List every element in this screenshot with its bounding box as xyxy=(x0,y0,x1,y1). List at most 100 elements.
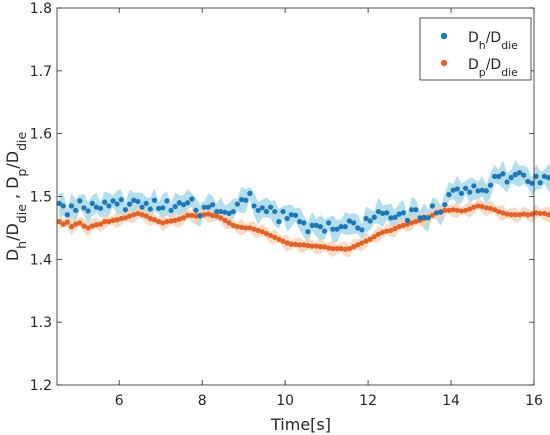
point-dp xyxy=(375,231,382,237)
x-axis-title: Time[s] xyxy=(270,415,331,434)
point-dh xyxy=(409,207,415,213)
band-dp xyxy=(59,197,550,258)
point-dh xyxy=(454,186,460,192)
point-dp xyxy=(172,217,178,223)
point-dh xyxy=(516,170,523,176)
point-dp xyxy=(309,243,315,249)
point-dp xyxy=(317,244,323,250)
data-points xyxy=(56,170,550,252)
point-dp xyxy=(467,206,473,212)
point-dh xyxy=(77,198,83,204)
point-dp xyxy=(147,215,153,222)
point-dh xyxy=(417,215,423,221)
point-dh xyxy=(442,202,448,208)
plot-area xyxy=(56,160,550,258)
point-dh xyxy=(168,207,174,213)
point-dh xyxy=(73,207,79,213)
point-dh xyxy=(363,215,369,222)
point-dp xyxy=(263,230,270,237)
y-tick-label: 1.2 xyxy=(30,378,52,394)
point-dp xyxy=(400,222,406,228)
y-axis-ticks: 1.2 1.3 1.4 1.5 1.6 1.7 1.8 xyxy=(30,1,534,394)
point-dp xyxy=(60,221,66,227)
point-dh xyxy=(243,197,249,203)
legend[interactable]: Dh/Ddie Dp/Ddie xyxy=(419,17,532,81)
point-dh xyxy=(156,205,162,212)
point-dh xyxy=(185,200,191,206)
x-tick-label: 8 xyxy=(198,393,207,409)
point-dh xyxy=(400,210,406,216)
legend-marker-dh xyxy=(440,32,448,40)
point-dp xyxy=(284,240,290,246)
point-dh xyxy=(197,213,203,219)
point-dp xyxy=(110,217,116,223)
point-dp xyxy=(516,212,523,218)
point-dh xyxy=(512,171,518,178)
point-dh xyxy=(492,173,498,179)
point-dp xyxy=(122,215,129,221)
point-dp xyxy=(313,243,319,249)
point-dh xyxy=(496,173,502,179)
point-dp xyxy=(346,246,353,252)
point-dp xyxy=(114,217,120,223)
point-dh xyxy=(143,200,149,207)
point-dp xyxy=(371,234,377,240)
point-dp xyxy=(338,246,344,252)
point-dh xyxy=(288,212,294,218)
point-dp xyxy=(85,225,91,231)
point-dp xyxy=(156,219,162,225)
point-dp xyxy=(471,204,477,210)
point-dh xyxy=(537,180,543,186)
point-dh xyxy=(330,226,336,232)
legend-marker-dp xyxy=(440,59,448,67)
point-dh xyxy=(193,207,199,213)
y-tick-label: 1.5 xyxy=(30,190,52,206)
point-dh xyxy=(359,227,365,233)
point-dh xyxy=(462,185,469,191)
point-dh xyxy=(114,201,120,207)
x-tick-label: 10 xyxy=(276,393,294,409)
point-dh xyxy=(135,198,141,205)
point-dp xyxy=(77,220,83,226)
point-dh xyxy=(251,203,257,209)
point-dh xyxy=(68,203,75,209)
point-dp xyxy=(68,224,75,230)
point-dp xyxy=(56,219,62,225)
point-dh xyxy=(438,209,444,215)
point-dp xyxy=(334,246,340,252)
point-dh xyxy=(189,196,195,202)
point-dp xyxy=(73,221,79,227)
point-dh xyxy=(334,226,340,232)
point-dh xyxy=(147,206,153,212)
point-dh xyxy=(280,208,286,215)
point-dp xyxy=(139,212,145,218)
legend-label-dh: Dh/Ddie xyxy=(468,30,518,52)
point-dh xyxy=(380,210,386,217)
point-dp xyxy=(305,242,311,249)
point-dp xyxy=(321,244,328,250)
point-dp xyxy=(268,232,274,239)
point-dh xyxy=(326,220,332,226)
point-dp xyxy=(64,219,70,225)
point-dh xyxy=(541,173,547,179)
legend-label-dp: Dp/Ddie xyxy=(468,57,518,79)
point-dp xyxy=(176,216,182,222)
point-dp xyxy=(89,223,95,229)
point-dh xyxy=(521,172,527,178)
point-dp xyxy=(388,227,394,234)
point-dh xyxy=(97,205,104,212)
point-dp xyxy=(243,225,249,231)
point-dh xyxy=(230,208,236,215)
point-dp xyxy=(545,212,550,218)
point-dp xyxy=(164,219,170,225)
point-dp xyxy=(193,213,199,219)
point-dp xyxy=(529,211,535,217)
point-dp xyxy=(512,212,518,218)
point-dp xyxy=(118,215,124,222)
point-dh xyxy=(139,204,145,210)
point-dh xyxy=(60,203,66,209)
point-dh xyxy=(272,208,278,215)
point-dp xyxy=(276,236,282,242)
point-dp xyxy=(106,219,112,225)
